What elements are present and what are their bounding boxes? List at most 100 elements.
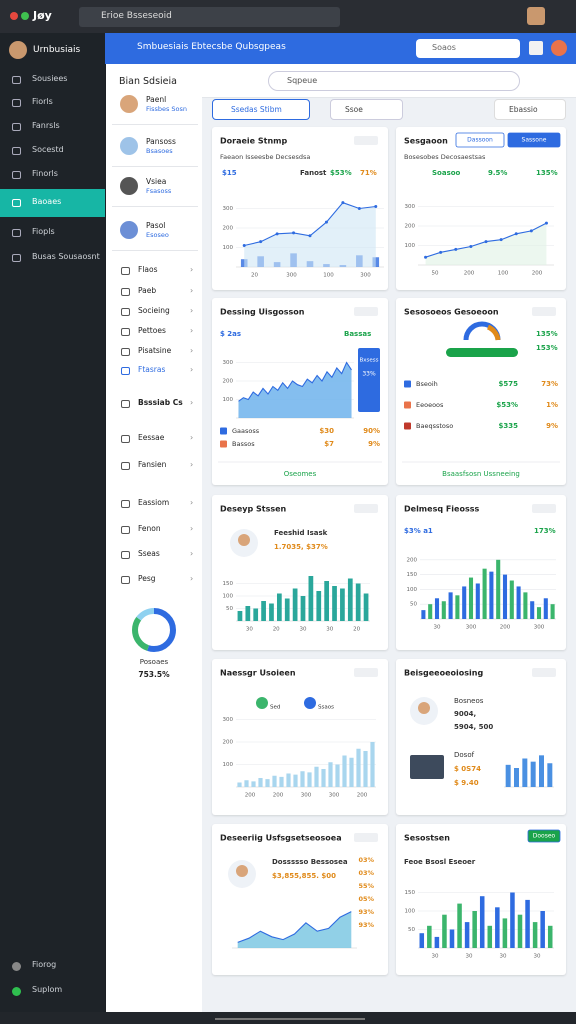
chevron: › [190,574,194,583]
contact-name[interactable]: Vsiea [146,177,167,186]
contact-name[interactable]: Paenl [146,95,167,104]
card-button [527,829,561,843]
menu-item[interactable]: Fiopls [32,227,55,236]
sidebar: Urnbusiais Sousiees Fiorls Fanrsls Socestd F… [0,33,105,1012]
menu-item[interactable]: Baoaes [32,197,62,206]
contact-avatar [120,95,138,113]
point [374,205,378,209]
contact-name[interactable]: Pansoss [146,137,176,146]
menu-item[interactable]: Fiorls [32,97,53,106]
main: Sqpeue Ssedas Stibm Ssoe Ebassio Doraeie… [202,64,576,1012]
y-tick-label: 50 [410,602,417,608]
profile-icon[interactable] [551,40,567,56]
avatar-face [236,865,248,877]
menu-item[interactable]: Sousiees [32,74,68,83]
row-icon [404,422,411,430]
bar [421,610,426,619]
search-field[interactable]: Sqpeue [268,71,520,91]
menu-item[interactable]: Eessae [138,433,165,442]
footer-item[interactable]: Fiorog [32,960,57,969]
bar [428,604,433,619]
bar [340,588,345,621]
card: Deseeriig Usfsgsetseosoea Dossssso Bessos… [212,824,388,975]
badge-title: Bxsess [359,358,378,364]
menu-item[interactable]: Pisatsine [138,346,172,355]
menu-item[interactable]: Eassiom [138,498,170,507]
settings-icon[interactable] [529,41,543,55]
card-title: Deseeriig Usfsgsetseosoea [220,834,342,843]
menu-item[interactable]: Busas Sousaosnt [32,252,100,261]
menu-item[interactable]: Bsssiab Cs [138,398,183,407]
card: Naessgr Usoieen Sed Ssaos 100 200 300 200 200 30… [212,659,388,815]
x-tick-label: 20 [353,627,360,633]
bar [292,588,298,621]
kpi: 153% [536,344,558,352]
footer-item[interactable]: Suplom [32,985,63,994]
menu-icon [121,267,130,275]
tab[interactable]: Ssoe [330,99,403,120]
bar [442,914,447,948]
bar [335,764,340,787]
card-title: Sesgaoon [404,137,448,146]
search-box[interactable]: Erioe Bsseseoid [79,7,340,27]
dropdown[interactable]: Ebassio [494,99,566,120]
side-value: 03% [358,856,374,864]
card: Beisgeeoeoiosing Bosneos 9004, 5904, 500 Dos… [396,659,566,815]
side-value: 93% [358,908,374,916]
scroll-indicator [215,1018,365,1020]
donut [132,608,176,652]
tag-icon [256,697,268,709]
window-close[interactable] [10,12,18,20]
line [238,361,352,402]
menu-icon [121,500,130,508]
menu-item[interactable]: Socestd [32,145,64,154]
avatar[interactable] [527,7,545,25]
menu-item[interactable]: Socieing [138,306,170,315]
bar [522,758,528,787]
area [237,911,352,948]
header-search[interactable]: Soaos [416,39,520,58]
menu-item[interactable]: Fansien [138,460,167,469]
menu-item[interactable]: Fanrsls [32,121,60,130]
card: Sesosoeos Gesoeoon 135% 153% Bseoih $575 73% E… [396,298,566,485]
menu-item[interactable]: Flaos [138,265,158,274]
bar [245,606,251,621]
card-footer: Bsaasfsosn Ussneeing [442,470,520,478]
menu-item[interactable]: Finorls [32,169,58,178]
menu-icon [121,367,130,375]
contact-name[interactable]: Pasol [146,221,166,230]
window-min[interactable] [21,12,29,20]
x-tick-label: 100 [498,271,509,277]
bar [532,922,538,948]
side-value: 05% [358,895,374,903]
card-menu [354,307,378,316]
menu-item[interactable]: Sseas [138,549,160,558]
menu-item[interactable]: Pesg [138,574,156,583]
menu-item[interactable]: Paeb [138,286,157,295]
menu-item[interactable]: Pettoes [138,326,166,335]
info-line: 5904, 500 [454,723,493,731]
menu-item[interactable]: Ftasras [138,365,166,374]
menu-icon [12,123,21,131]
y-tick-label: 200 [405,224,416,230]
card: Sesostsen Dooseo Feoe Bsosl Eseoer 50 100 150… [396,824,566,975]
card: Delmesq Fieosss $3% a1 173% 50 100 150 200 30 30… [396,495,566,650]
tab[interactable]: Ssedas Stibm [212,99,310,120]
row-icon [220,440,227,448]
bar [472,911,477,948]
bar [530,761,536,787]
card-button [507,132,561,148]
contact-avatar [120,221,138,239]
donut-segment [132,608,176,652]
point [357,207,361,210]
bar [514,768,519,787]
x-tick-label: 300 [286,273,297,279]
row-label: Eeoeoos [416,401,444,409]
gauge-pill [446,348,518,357]
kpi: Bassas [344,330,371,338]
bar [307,772,312,787]
menu-item[interactable]: Fenon [138,524,161,533]
x-tick-label: 200 [500,625,511,631]
bar [482,568,487,619]
chevron: › [190,346,194,355]
